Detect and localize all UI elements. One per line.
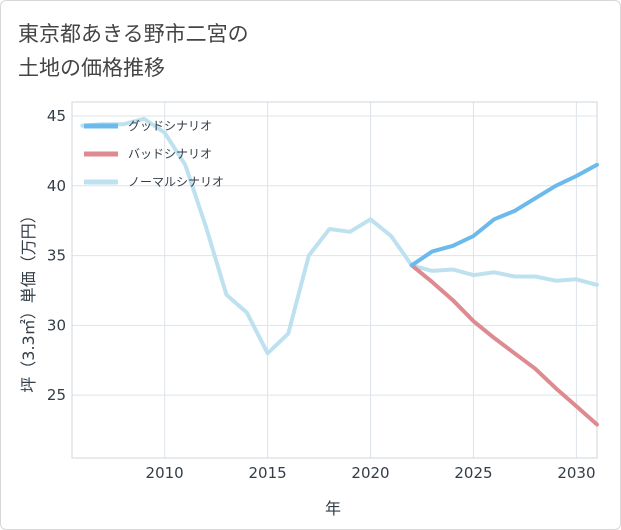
plot-frame — [71, 101, 598, 459]
y-tick-label: 40 — [47, 177, 66, 195]
x-axis-label: 年 — [325, 499, 341, 518]
chart-title-line-1: 東京都あきる野市二宮の — [18, 22, 249, 46]
series-lines — [80, 116, 599, 427]
axis-ticks: 2010 2015 2020 2025 2030 25 30 35 40 45 — [47, 107, 596, 482]
bad-scenario-line — [409, 263, 599, 427]
chart-title-line-2: 土地の価格推移 — [18, 56, 165, 80]
chart-title: 東京都あきる野市二宮の 土地の価格推移 — [18, 17, 249, 85]
legend-label-good: グッドシナリオ — [128, 119, 212, 133]
good-scenario-line — [409, 162, 599, 268]
x-tick-label: 2025 — [454, 464, 492, 482]
y-tick-label: 35 — [47, 247, 66, 265]
y-axis-label: 坪（3.3㎡）単価（万円） — [19, 207, 38, 392]
x-tick-label: 2030 — [557, 464, 595, 482]
x-tick-label: 2015 — [248, 464, 286, 482]
normal-scenario-line — [80, 116, 599, 356]
grid — [72, 102, 597, 458]
legend-label-normal: ノーマルシナリオ — [128, 175, 224, 189]
legend-label-bad: バッドシナリオ — [128, 147, 212, 161]
y-tick-label: 45 — [47, 107, 66, 125]
y-tick-label: 30 — [47, 316, 66, 334]
x-tick-label: 2010 — [146, 464, 184, 482]
y-tick-label: 25 — [47, 386, 66, 404]
x-tick-label: 2020 — [351, 464, 389, 482]
